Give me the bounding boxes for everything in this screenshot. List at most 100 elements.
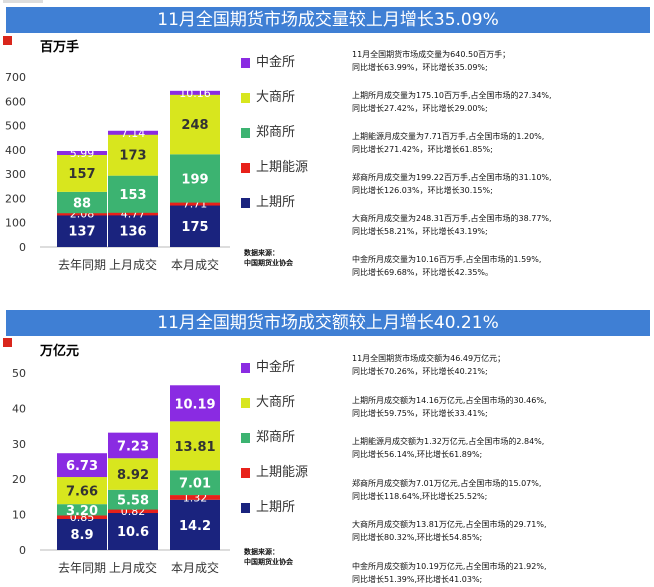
panel-1-marker-icon bbox=[3, 36, 12, 45]
stat-line: 同比增长58.21%，环比增长43.19%; bbox=[352, 227, 488, 236]
stat-line: 中金所月成交额为10.19万亿元,占全国市场的21.92%, bbox=[352, 561, 547, 571]
source-name: 中国期货业协会 bbox=[244, 558, 293, 566]
bar-segment bbox=[57, 453, 107, 478]
y-tick-label: 50 bbox=[12, 367, 26, 380]
stat-line: 上期能源月成交额为1.32万亿元,占全国市场的2.84%, bbox=[352, 437, 545, 446]
bar-segment bbox=[57, 477, 107, 505]
stat-line: 大商所月成交额为13.81万亿元,占全国市场的29.71%, bbox=[352, 520, 547, 529]
legend-swatch bbox=[241, 198, 250, 208]
bar-segment bbox=[57, 211, 107, 216]
y-tick-label: 30 bbox=[12, 438, 26, 451]
legend-label: 郑商所 bbox=[256, 430, 296, 445]
data-label: 10.19 bbox=[174, 397, 215, 412]
legend-label: 大商所 bbox=[256, 90, 296, 105]
y-tick-label: 10 bbox=[12, 509, 26, 522]
legend-swatch bbox=[241, 363, 250, 373]
bar-segment bbox=[170, 495, 220, 500]
y-tick-label: 40 bbox=[12, 402, 26, 415]
stat-line: 11月全国期货市场成交量为640.50百万手； bbox=[352, 50, 511, 59]
panel-1-source: 数据来源： 中国期货业协会 bbox=[244, 248, 293, 268]
data-label: 7.01 bbox=[179, 477, 211, 492]
y-tick-label: 700 bbox=[5, 71, 26, 84]
bar-segment bbox=[108, 489, 158, 510]
stat-line: 11月全国期货市场成交额为46.49万亿元； bbox=[352, 354, 506, 363]
data-label: 7.66 bbox=[66, 485, 98, 500]
stat-line: 同比增长63.99%，环比增长35.09%; bbox=[352, 63, 488, 72]
bar-segment bbox=[170, 499, 220, 550]
data-label: 7.14 bbox=[121, 127, 146, 140]
data-label: 13.81 bbox=[174, 440, 215, 455]
bar-segment bbox=[108, 432, 158, 459]
y-tick-label: 200 bbox=[5, 192, 26, 205]
y-tick-label: 500 bbox=[5, 120, 26, 133]
panel-2-marker-icon bbox=[3, 338, 12, 347]
data-label: 5.99 bbox=[70, 147, 95, 160]
bar-segment bbox=[170, 201, 220, 206]
bar-segment bbox=[170, 470, 220, 496]
stat-line: 同比增长118.64%,环比增长25.52%; bbox=[352, 491, 488, 501]
y-tick-label: 0 bbox=[19, 544, 26, 557]
panel-1-stats: 11月全国期货市场成交量为640.50百万手； 同比增长63.99%，环比增长35… bbox=[352, 48, 642, 288]
panel-1-chart: 01002003004005006007001372.08881575.99去年… bbox=[5, 71, 230, 272]
legend-swatch bbox=[241, 58, 250, 68]
bar-segment bbox=[108, 211, 158, 216]
legend-label: 上期所 bbox=[256, 500, 296, 515]
source-label: 数据来源： bbox=[244, 249, 279, 257]
bar-segment bbox=[170, 385, 220, 422]
panel-2-legend: 中金所 大商所 郑商所 上期能源 上期所 bbox=[240, 359, 345, 529]
stat-line: 中金所月成交量为10.16百万手,占全国市场的1.59%, bbox=[352, 255, 542, 264]
panel-2-chart: 010203040508.90.853.207.666.73去年同期10.60.… bbox=[12, 367, 230, 575]
stat-line: 上期所月成交额为14.16万亿元,占全国市场的30.46%, bbox=[352, 395, 547, 405]
bar-segment bbox=[170, 154, 220, 203]
top-edge-fragment bbox=[3, 0, 43, 3]
x-category-label: 本月成交 bbox=[171, 560, 219, 575]
data-label: 88 bbox=[73, 197, 91, 212]
legend-swatch bbox=[241, 468, 250, 478]
data-label: 248 bbox=[181, 118, 208, 133]
stat-line: 同比增长27.42%，环比增长29.00%; bbox=[352, 104, 488, 113]
data-label: 10.16 bbox=[179, 87, 211, 100]
data-label: 153 bbox=[119, 188, 146, 203]
bar-segment bbox=[108, 175, 158, 213]
y-tick-label: 300 bbox=[5, 168, 26, 181]
x-category-label: 上月成交 bbox=[109, 257, 157, 272]
bar-segment bbox=[108, 130, 158, 135]
stat-line: 同比增长59.75%，环比增长33.41%; bbox=[352, 408, 488, 418]
stat-line: 上期能源月成交量为7.71百万手,占全国市场的1.20%, bbox=[352, 132, 545, 141]
bar-segment bbox=[57, 150, 107, 155]
stat-line: 郑商所月成交额为7.01万亿元,占全国市场的15.07%, bbox=[352, 478, 542, 488]
panel-1-title: 11月全国期货市场成交量较上月增长35.09% bbox=[6, 7, 650, 33]
data-label: 7.23 bbox=[117, 439, 149, 454]
legend-label: 上期能源 bbox=[256, 160, 309, 175]
y-tick-label: 20 bbox=[12, 473, 26, 486]
x-category-label: 去年同期 bbox=[58, 561, 106, 575]
data-label: 157 bbox=[68, 167, 95, 182]
bar-segment bbox=[170, 204, 220, 247]
legend-label: 中金所 bbox=[256, 55, 296, 70]
legend-swatch bbox=[241, 398, 250, 408]
legend-swatch bbox=[241, 503, 250, 513]
legend-swatch bbox=[241, 93, 250, 103]
bar-segment bbox=[108, 213, 158, 247]
x-category-label: 上月成交 bbox=[109, 560, 157, 575]
stat-line: 同比增长80.32%,环比增长54.85%; bbox=[352, 533, 483, 542]
legend-label: 中金所 bbox=[256, 360, 296, 375]
bar-segment bbox=[108, 133, 158, 176]
legend-swatch bbox=[241, 433, 250, 443]
source-name: 中国期货业协会 bbox=[244, 259, 293, 267]
stat-line: 同比增长126.03%，环比增长30.15%; bbox=[352, 186, 493, 195]
bar-segment bbox=[108, 512, 158, 550]
stat-line: 同比增长69.68%，环比增长42.35%。 bbox=[352, 268, 494, 277]
legend-label: 大商所 bbox=[256, 395, 296, 410]
x-category-label: 本月成交 bbox=[171, 257, 219, 272]
data-label: 8.9 bbox=[70, 528, 93, 543]
stat-line: 同比增长271.42%，环比增长61.85%; bbox=[352, 145, 493, 154]
stat-line: 大商所月成交量为248.31百万手,占全国市场的38.77%, bbox=[352, 214, 552, 223]
panel-2-stats: 11月全国期货市场成交额为46.49万亿元； 同比增长70.26%，环比增长40.… bbox=[352, 352, 642, 587]
stat-line: 上期所月成交量为175.10百万手,占全国市场的27.34%, bbox=[352, 91, 552, 100]
data-label: 6.73 bbox=[66, 459, 98, 474]
panel-1-unit: 百万手 bbox=[40, 40, 80, 55]
legend-swatch bbox=[241, 163, 250, 173]
bar-segment bbox=[170, 421, 220, 471]
y-tick-label: 100 bbox=[5, 217, 26, 230]
